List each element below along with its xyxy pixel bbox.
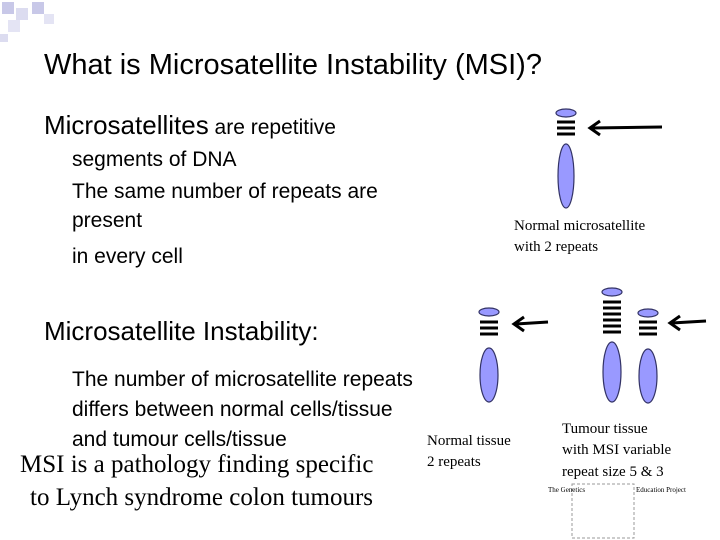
arrow <box>587 119 663 137</box>
caption: repeat size 5 & 3 <box>562 464 664 480</box>
caption: Tumour tissue <box>562 421 648 437</box>
arrow <box>511 315 549 333</box>
chromosome <box>637 308 659 404</box>
chromosome <box>601 287 623 403</box>
caption: 2 repeats <box>427 454 481 470</box>
caption: with MSI variable <box>562 442 671 458</box>
text: to Lynch syndrome colon tumours <box>30 484 373 511</box>
text: The number of microsatellite repeats <box>72 368 413 391</box>
text: MSI is a pathology finding specific <box>20 451 373 478</box>
chromosome <box>478 307 500 403</box>
heading: Microsatellite Instability: <box>44 316 319 346</box>
text: segments of DNA <box>72 148 237 171</box>
logo-text: The Genetics <box>548 486 585 494</box>
text: and tumour cells/tissue <box>72 428 287 451</box>
title: What is Microsatellite Instability (MSI)… <box>44 49 542 81</box>
decoration <box>0 2 54 42</box>
intro-line: Microsatellites are repetitive <box>44 110 336 140</box>
logo: The Genetics Education Project <box>548 483 686 539</box>
text: : <box>311 316 318 346</box>
chromosome <box>555 108 577 209</box>
caption: with 2 repeats <box>514 239 598 255</box>
logo-text: Education Project <box>636 486 686 494</box>
caption: Normal tissue <box>427 433 511 449</box>
text: present <box>72 209 142 232</box>
term: Microsatellite Instability <box>44 316 311 346</box>
caption: Normal microsatellite <box>514 218 646 234</box>
text: in every cell <box>72 245 183 268</box>
arrow <box>667 314 707 332</box>
term: Microsatellites <box>44 110 209 140</box>
text: differs between normal cells/tissue <box>72 398 393 421</box>
text: The same number of repeats are <box>72 180 378 203</box>
text: are repetitive <box>209 116 336 139</box>
